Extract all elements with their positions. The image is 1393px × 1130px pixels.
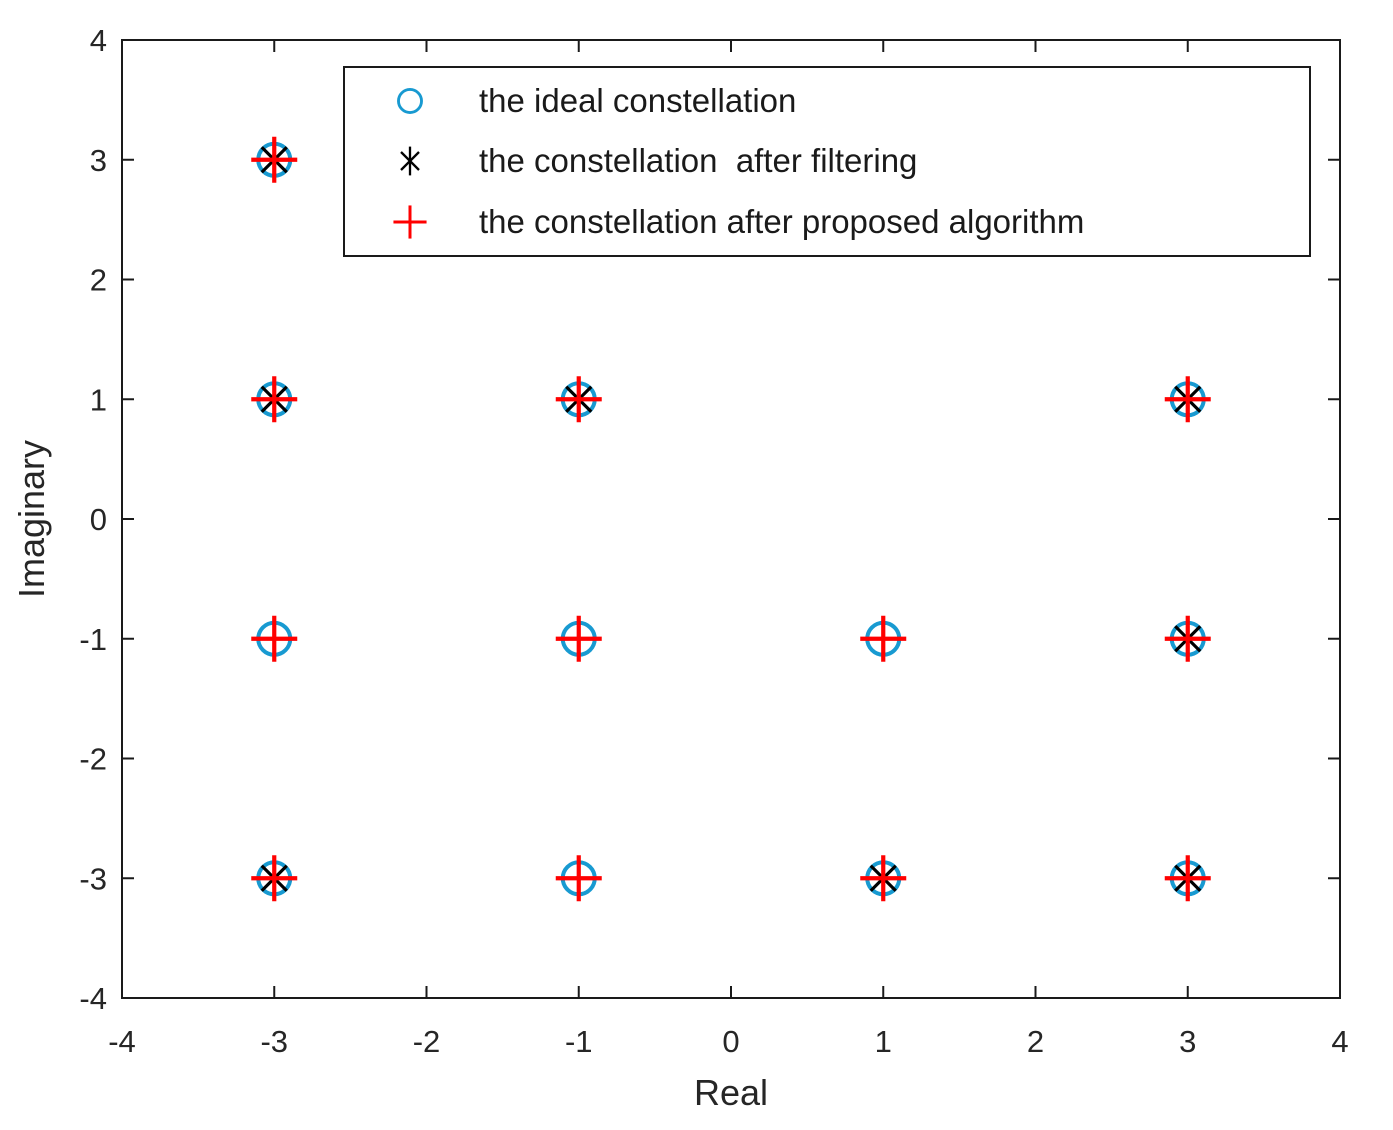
y-tick-label: 0: [90, 502, 107, 537]
x-tick-label: 1: [875, 1024, 892, 1059]
x-tick-label: -4: [108, 1024, 136, 1059]
plus-marker: [251, 855, 298, 902]
x-axis-label: Real: [693, 1072, 769, 1113]
legend-circle-marker-icon: [345, 77, 475, 125]
x-tick-label: 4: [1331, 1024, 1348, 1059]
y-tick-label: -1: [79, 622, 107, 657]
legend-asterisk-marker-icon: [345, 137, 475, 185]
y-tick-label: 3: [90, 143, 107, 178]
legend-label: the constellation after filtering: [479, 142, 918, 180]
x-tick-label: -3: [260, 1024, 288, 1059]
plus-marker: [251, 136, 298, 183]
plus-marker: [1164, 855, 1211, 902]
plus-marker: [1164, 376, 1211, 423]
plus-marker: [251, 615, 298, 662]
plus-marker: [1164, 615, 1211, 662]
x-tick-label: 2: [1027, 1024, 1044, 1059]
legend: the ideal constellation the constellatio…: [343, 66, 1311, 257]
legend-item-after-filtering: the constellation after filtering: [345, 137, 1309, 185]
legend-item-proposed-algorithm: the constellation after proposed algorit…: [345, 198, 1309, 246]
circle-marker: [397, 88, 423, 115]
y-axis-label: Imaginary: [11, 439, 52, 599]
y-tick-label: -4: [79, 981, 107, 1016]
legend-label: the ideal constellation: [479, 82, 797, 120]
x-tick-label: 0: [722, 1024, 739, 1059]
plus-marker: [860, 855, 907, 902]
legend-plus-marker-icon: [345, 198, 475, 246]
plus-marker: [555, 855, 602, 902]
legend-label: the constellation after proposed algorit…: [479, 202, 1085, 240]
y-tick-label: 2: [90, 263, 107, 298]
y-tick-label: 1: [90, 382, 107, 417]
plus-marker: [860, 615, 907, 662]
series-plus-markers: [251, 136, 1211, 902]
x-tick-label: -1: [565, 1024, 593, 1059]
y-tick-label: -3: [79, 861, 107, 896]
x-tick-label: -2: [413, 1024, 441, 1059]
plus-marker: [393, 205, 427, 239]
y-tick-label: -2: [79, 742, 107, 777]
plus-marker: [555, 615, 602, 662]
legend-item-ideal-constellation: the ideal constellation: [345, 77, 1309, 125]
plus-marker: [251, 376, 298, 423]
axis-ticks: [121, 39, 1341, 999]
tick-labels: -4 -3 -2 -1 0 1 2 3 4 -4 -3 -2 -1 0 1 2 3 4: [79, 23, 1348, 1059]
x-tick-label: 3: [1179, 1024, 1196, 1059]
plus-marker: [555, 376, 602, 423]
y-tick-label: 4: [90, 23, 107, 58]
asterisk-marker: [400, 147, 420, 176]
